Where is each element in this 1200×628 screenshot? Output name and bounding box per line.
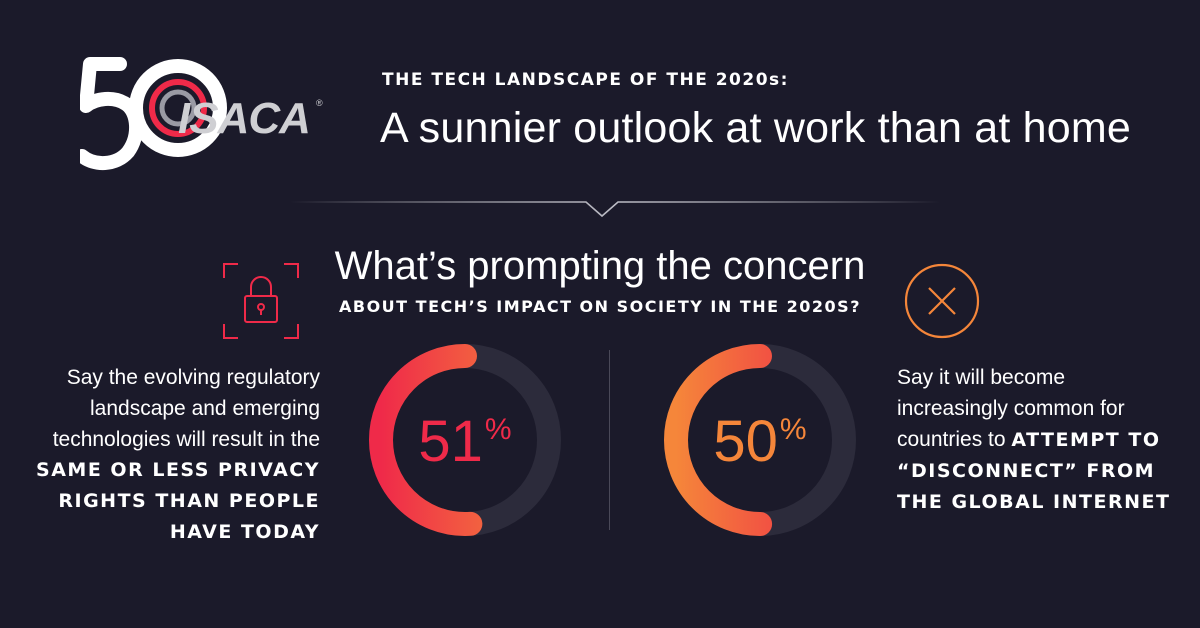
logo-wordmark: ISACA	[178, 94, 311, 143]
donut-right-value: 50%	[660, 408, 860, 475]
right-line-1: Say it will become	[897, 366, 1066, 389]
center-separator	[609, 350, 610, 530]
right-line-2: increasingly common for	[897, 397, 1125, 420]
divider	[290, 201, 940, 218]
x-circle-icon	[904, 263, 980, 339]
right-line-3: countries to ATTEMPT TO	[897, 424, 1187, 456]
left-line-1: Say the evolving regulatory	[66, 366, 320, 389]
donut-left-arc	[369, 344, 561, 536]
right-bold-3: THE GLOBAL INTERNET	[897, 491, 1171, 513]
header-kicker: THE TECH LANDSCAPE OF THE 2020s:	[382, 70, 789, 90]
left-bold-1: SAME OR LESS PRIVACY	[36, 459, 320, 481]
left-bold-2: RIGHTS THAN PEOPLE	[58, 490, 320, 512]
question-title: What’s prompting the concern	[334, 244, 866, 288]
donut-left-value: 51%	[365, 408, 565, 475]
donut-right-arc	[664, 344, 856, 536]
logo-mark	[75, 57, 227, 170]
right-statement: Say it will become increasingly common f…	[897, 362, 1187, 518]
logo-registered: ®	[316, 98, 323, 108]
donut-right-percent-sign: %	[779, 413, 807, 446]
donut-left-percent-sign: %	[484, 413, 512, 446]
right-line-3-plain: countries to	[897, 428, 1012, 451]
donut-right: 50%	[660, 340, 860, 540]
left-statement: Say the evolving regulatory landscape an…	[20, 362, 320, 548]
lock-icon	[223, 263, 299, 339]
right-bold-1: ATTEMPT TO	[1011, 429, 1161, 451]
isaca-50-logo: ISACA ®	[75, 52, 330, 172]
left-line-2: landscape and emerging	[90, 397, 320, 420]
left-bold-3: HAVE TODAY	[169, 521, 320, 543]
donut-right-number: 50	[713, 409, 778, 474]
header-headline: A sunnier outlook at work than at home	[380, 104, 1131, 152]
question-subtitle: ABOUT TECH’S IMPACT ON SOCIETY IN THE 20…	[339, 297, 861, 316]
right-bold-2: “DISCONNECT” FROM	[897, 460, 1156, 482]
left-line-3: technologies will result in the	[52, 428, 320, 451]
donut-right-chart	[664, 344, 856, 536]
donut-left-number: 51	[418, 409, 483, 474]
donut-left-chart	[369, 344, 561, 536]
donut-left: 51%	[365, 340, 565, 540]
